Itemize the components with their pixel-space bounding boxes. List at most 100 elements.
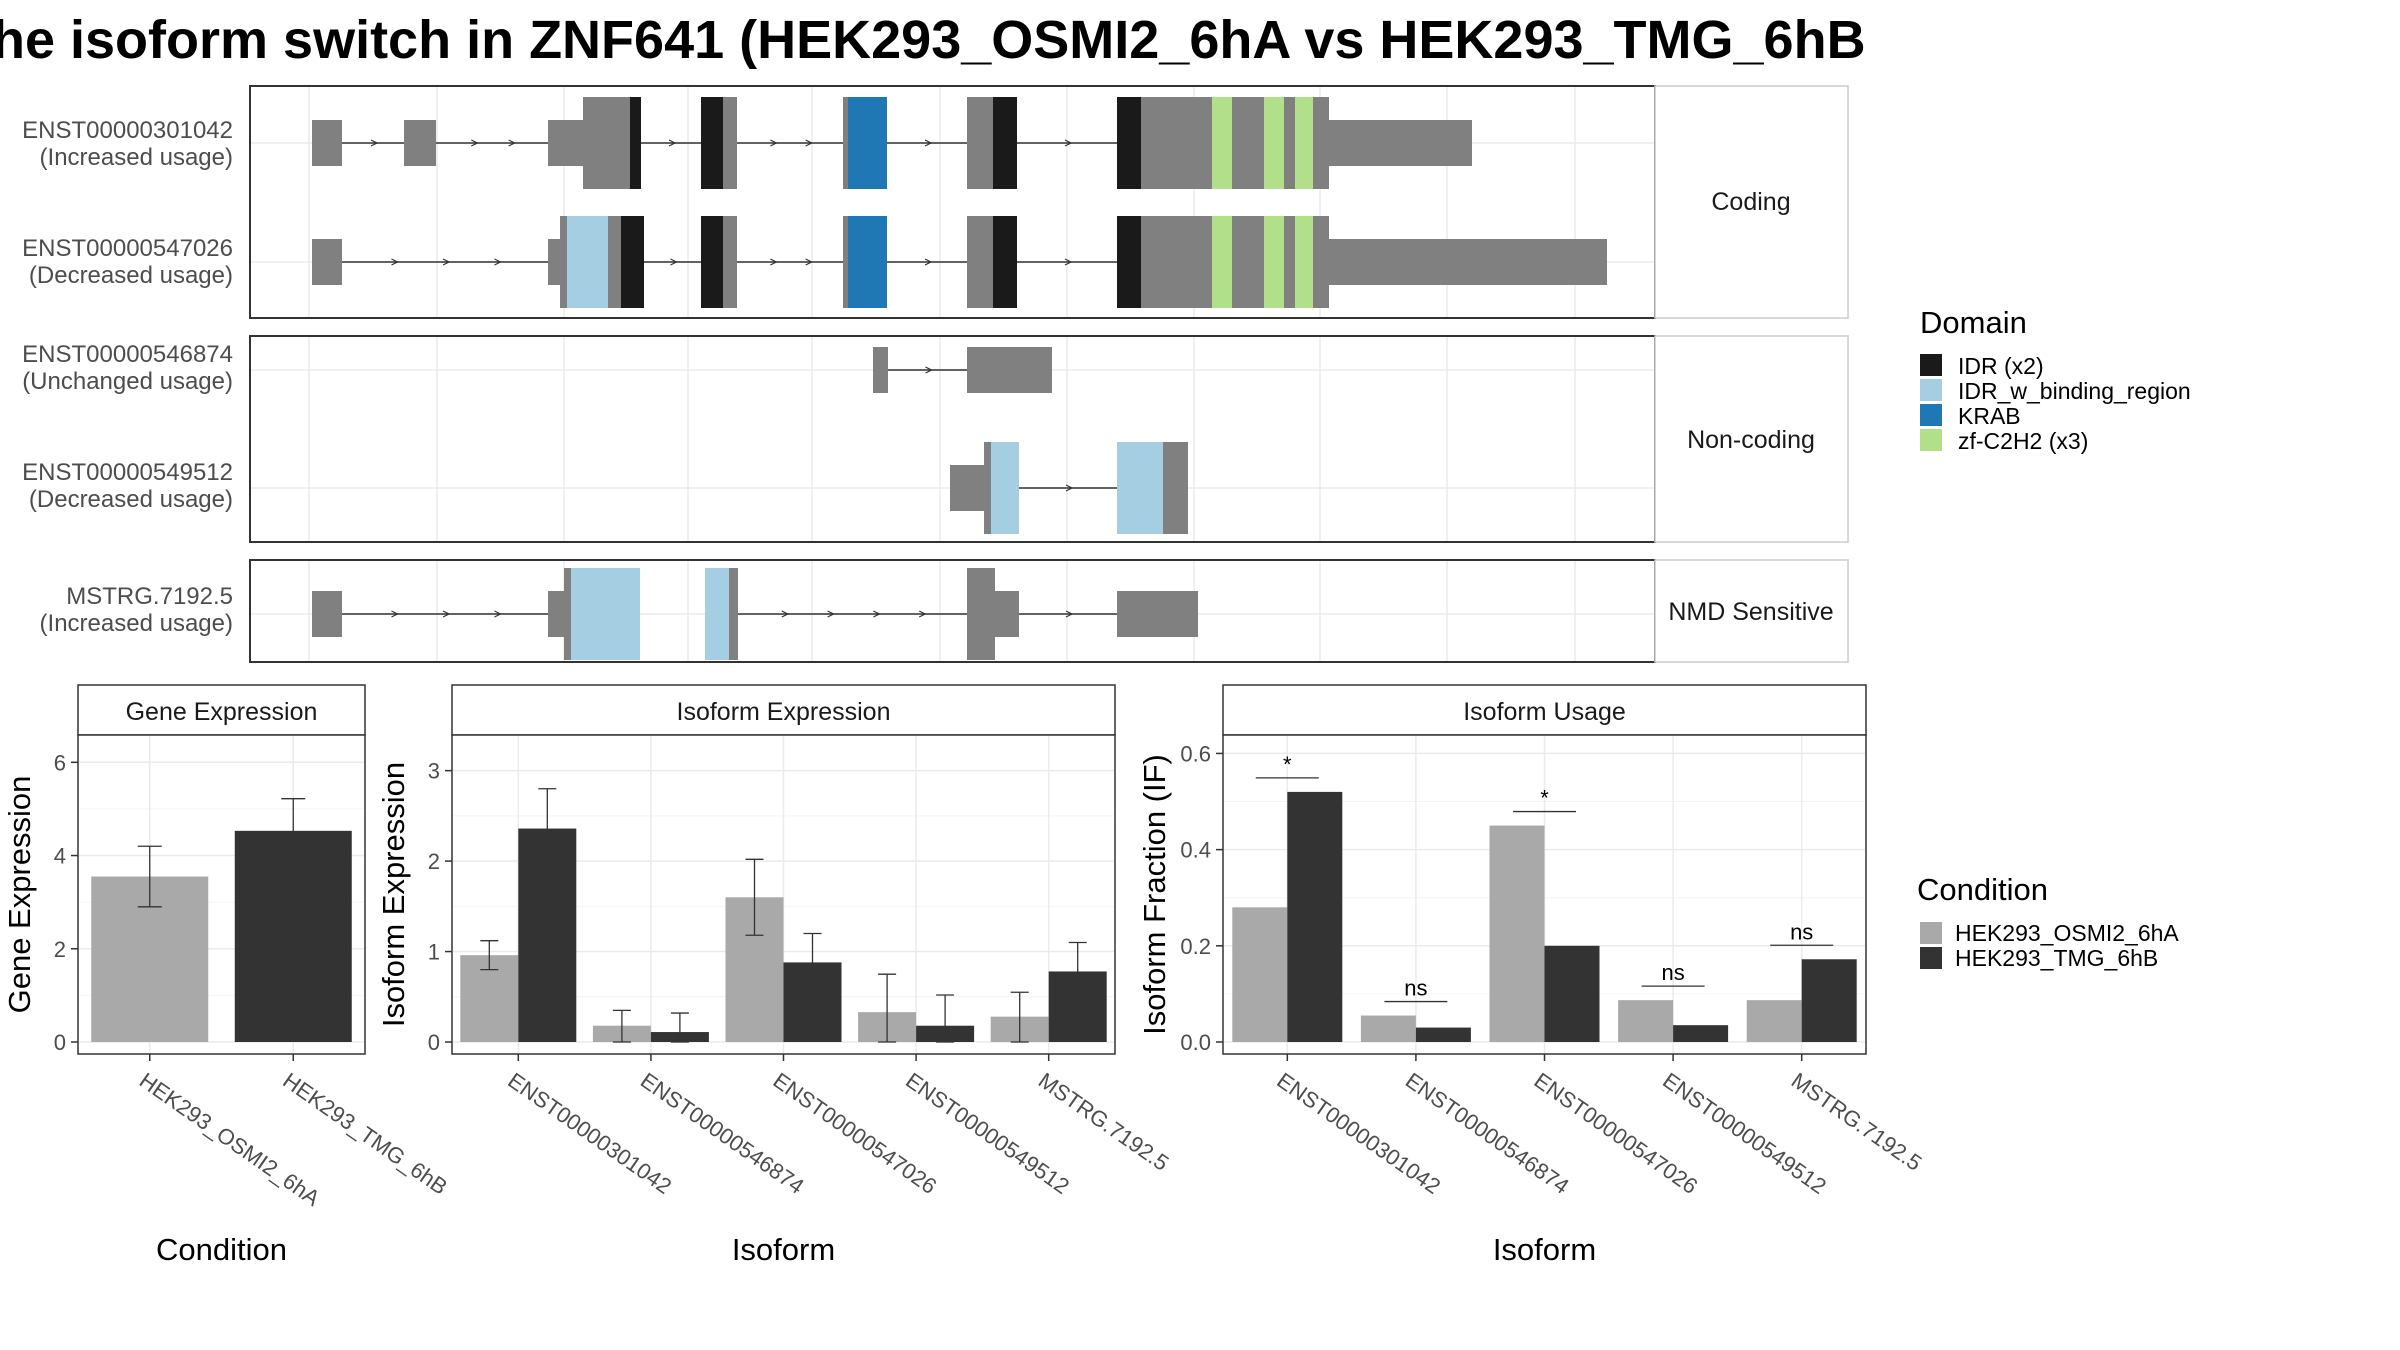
intron-arrow — [1064, 258, 1073, 266]
exon-block — [1232, 216, 1264, 308]
y-axis-title: Isoform Expression — [376, 762, 411, 1027]
y-tick-label: 0.0 — [1180, 1030, 1211, 1055]
y-tick-label: 1 — [428, 940, 440, 965]
nmd-panel-border — [249, 559, 1656, 663]
structure-gridlines — [251, 87, 1654, 661]
intron-arrow — [918, 610, 927, 618]
intron-arrow — [805, 139, 814, 147]
legend-swatch-osmi2 — [1920, 922, 1942, 944]
significance-label: ns — [1790, 919, 1813, 944]
transcript-usage-label: (Unchanged usage) — [22, 368, 233, 395]
exon-block — [560, 216, 567, 308]
transcript-usage-label: (Decreased usage) — [29, 486, 233, 513]
exon-block — [1163, 442, 1188, 534]
intron-arrow — [924, 139, 933, 147]
chart-strip — [451, 684, 1116, 736]
intron-arrow — [925, 366, 933, 374]
x-axis-title: Isoform — [732, 1232, 835, 1267]
exon-block — [548, 239, 560, 285]
condition-legend-title: Condition — [1917, 872, 2048, 907]
x-axis-title: Isoform — [1493, 1232, 1596, 1267]
y-tick-label: 2 — [428, 849, 440, 874]
chart-strip — [77, 684, 366, 736]
exon-block — [1264, 216, 1284, 308]
exon-block — [1117, 591, 1198, 637]
intron-arrow — [781, 610, 790, 618]
intron-arrow — [370, 139, 379, 147]
transcript-usage-label: (Decreased usage) — [29, 262, 233, 289]
exon-block — [1284, 216, 1295, 308]
chart-strip-title: Isoform Expression — [677, 698, 891, 726]
intron-arrow — [391, 610, 399, 618]
transcript-usage-label: (Increased usage) — [40, 144, 233, 171]
transcript-id-label: MSTRG.7192.5 — [66, 583, 233, 610]
domain-legend: Domain IDR (x2) IDR_w_binding_region KRA… — [1920, 305, 2191, 454]
intron-arrow — [494, 610, 502, 618]
bar — [1544, 945, 1600, 1042]
x-axis-title: Condition — [156, 1232, 287, 1267]
exon-block — [1329, 239, 1607, 285]
nmd-strip — [1654, 559, 1849, 663]
exon-block — [967, 568, 995, 660]
exon-block — [548, 120, 583, 166]
exon-block — [1141, 216, 1212, 308]
legend-swatch-zf — [1920, 429, 1942, 451]
intron-arrow — [471, 139, 479, 147]
transcript-models — [312, 97, 1607, 660]
transcript-id-label: ENST00000546874 — [22, 341, 233, 368]
exon-block — [991, 442, 1019, 534]
bar — [1673, 1025, 1729, 1042]
intron-arrow — [508, 139, 517, 147]
group-label-nmd: NMD Sensitive — [1668, 598, 1833, 626]
exon-block — [723, 216, 737, 308]
exon-block — [312, 591, 342, 637]
legend-swatch-tmg — [1920, 947, 1942, 969]
exon-block — [967, 97, 993, 189]
y-tick-label: 6 — [54, 750, 66, 775]
y-tick-label: 0 — [54, 1030, 66, 1055]
chart-strip-title: Gene Expression — [126, 698, 318, 726]
exon-block — [993, 216, 1017, 308]
significance-label: ns — [1661, 960, 1684, 985]
transcript-structure-panel: Coding ENST00000301042 (Increased usage)… — [22, 85, 1849, 663]
significance-label: * — [1283, 752, 1292, 777]
noncoding-strip — [1654, 335, 1849, 543]
exon-block — [1329, 120, 1472, 166]
intron-arrow — [442, 258, 451, 266]
chart-panel-1: Isoform Expression0123ENST00000301042ENS… — [376, 684, 1174, 1267]
exon-block — [1212, 97, 1232, 189]
exon-block — [995, 591, 1019, 637]
bar — [1489, 825, 1545, 1042]
exon-block — [967, 216, 993, 308]
exon-block — [1117, 442, 1163, 534]
y-tick-label: 0.4 — [1180, 838, 1211, 863]
intron-arrow — [668, 139, 677, 147]
exon-block — [567, 216, 608, 308]
bar — [1287, 791, 1343, 1042]
bar — [1360, 1015, 1416, 1042]
exon-block — [608, 216, 621, 308]
x-tick-label: MSTRG.7192.5 — [1034, 1068, 1174, 1176]
bar-charts: Gene Expression0246HEK293_OSMI2_6hAHEK29… — [2, 684, 1926, 1267]
bar — [1232, 907, 1288, 1042]
legend-swatch-krab — [1920, 404, 1942, 426]
exon-block — [571, 568, 640, 660]
exon-block — [1141, 97, 1212, 189]
exon-block — [312, 239, 342, 285]
exon-block — [1117, 97, 1141, 189]
legend-swatch-idr — [1920, 354, 1942, 376]
exon-block — [984, 442, 991, 534]
figure-title: he isoform switch in ZNF641 (HEK293_OSMI… — [0, 10, 1866, 70]
intron-arrow — [827, 610, 835, 618]
noncoding-panel-border — [249, 335, 1656, 543]
legend-label-zf: zf-C2H2 (x3) — [1958, 428, 2088, 454]
exon-block — [843, 216, 848, 308]
structure-group-noncoding: Non-coding ENST00000546874 (Unchanged us… — [22, 335, 1849, 543]
exon-block — [1117, 216, 1141, 308]
exon-block — [848, 97, 887, 189]
y-tick-label: 0.2 — [1180, 934, 1211, 959]
structure-group-nmd: NMD Sensitive MSTRG.7192.5 (Increased us… — [40, 559, 1849, 663]
transcript-id-label: ENST00000549512 — [22, 459, 233, 486]
y-tick-label: 3 — [428, 759, 440, 784]
exon-block — [564, 568, 571, 660]
